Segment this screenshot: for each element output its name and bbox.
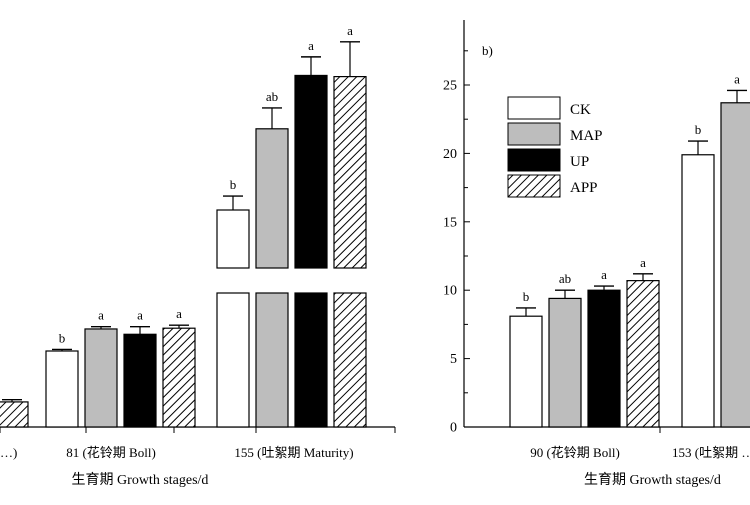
legend-label-map: MAP [570,128,603,144]
panel-b-bar-map [720,102,750,428]
legend: CK MAP UP APP [507,96,603,198]
panel-a-tick-label: …) [0,445,17,460]
panel-a-tick-label: 155 (吐絮期 Maturity) [234,445,353,460]
legend-label-ck: CK [570,102,591,118]
panel-a-significance-letter: ab [266,89,278,104]
panel-a-x-axis-title: 生育期 Growth stages/d [72,472,209,488]
panel-a-significance-letter: a [176,306,182,321]
panel-a-bar-ck [216,209,250,269]
panel-a-significance-letter: b [59,330,66,345]
legend-swatch-ck [507,96,561,120]
panel-b-significance-letter: a [640,255,646,270]
panel-a-bar-ck [216,292,250,428]
panel-a-bar-app [333,292,367,428]
panel-b-label: b) [482,43,493,58]
panel-b-tick-label: 153 (吐絮期 …) [672,445,750,460]
legend-swatch-up [507,148,561,172]
panel-a-bar-app [0,401,29,428]
panel-b-significance-letter: b [523,289,530,304]
panel-b-bar-ck [681,154,715,428]
panel-a-bar-app [333,75,367,269]
panel-a-bar-up [294,292,328,428]
panel-b-significance-letter: a [601,267,607,282]
panel-b-y-tick-label: 20 [443,147,457,162]
panel-a-bar-app [162,327,196,428]
panel-b-y-tick-label: 5 [450,352,457,367]
panel-b-y-tick-label: 25 [443,79,457,94]
panel-b-x-axis-title: 生育期 Growth stages/d [584,472,721,488]
panel-a-significance-letter: a [137,308,143,323]
panel-a-bar-ck [45,350,79,428]
legend-label-app: APP [570,180,598,196]
legend-swatch-map [507,122,561,146]
panel-b-significance-letter: b [695,122,702,137]
panel-b-bar-app [626,280,660,428]
legend-swatch-app [507,174,561,198]
panel-b-bar-map [548,297,582,428]
panel-b-y-tick-label: 15 [443,215,457,230]
panel-a-tick-label: 81 (花铃期 Boll) [66,445,156,460]
panel-a-bar-map [255,128,289,269]
panel-b-y-tick-label: 10 [443,284,457,299]
panel-a-significance-letter: b [230,177,237,192]
legend-label-up: UP [570,154,589,170]
panel-b-significance-letter: a [734,71,740,86]
panel-a-significance-letter: a [308,38,314,53]
panel-b-bar-up [587,289,621,428]
panel-b-bar-ck [509,315,543,428]
panel-a-significance-letter: a [98,308,104,323]
panel-b-significance-letter: ab [559,271,571,286]
panel-b-y-tick-label: 0 [450,421,457,436]
panel-a-bar-map [255,292,289,428]
panel-b-tick-label: 90 (花铃期 Boll) [530,445,620,460]
panel-a-bar-up [294,74,328,269]
panel-a-bar-up [123,333,157,428]
panel-a-significance-letter: a [347,23,353,38]
panel-a-bar-map [84,328,118,428]
